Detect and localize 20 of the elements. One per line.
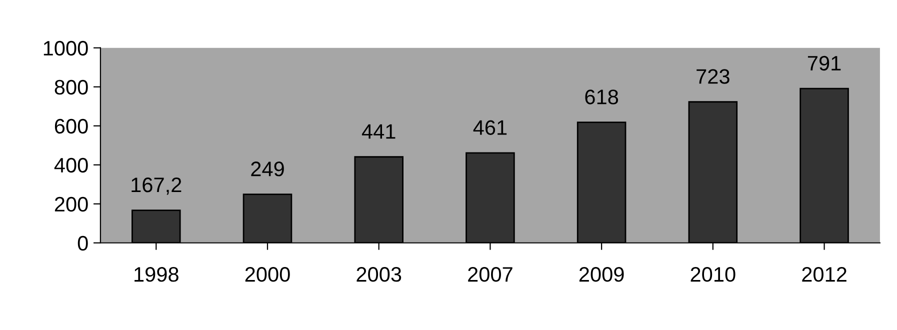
data-label: 461 <box>473 120 507 135</box>
x-tick-label: 2003 <box>356 267 402 282</box>
x-tick-label: 2007 <box>468 267 512 282</box>
data-label: 618 <box>585 90 618 104</box>
x-tick-label: 2010 <box>690 267 736 282</box>
x-tick-label: 2000 <box>245 267 290 282</box>
data-label: 249 <box>251 162 284 176</box>
x-tick-label: 2012 <box>802 267 846 282</box>
data-label: 441 <box>362 124 396 139</box>
data-label: 723 <box>696 69 730 84</box>
x-tick-label: 1998 <box>134 267 178 282</box>
y-tick-label: 600 <box>54 118 88 134</box>
y-tick-label: 400 <box>54 158 88 173</box>
data-label: 167,2 <box>132 178 182 195</box>
x-tick-label: 2009 <box>579 267 624 282</box>
y-tick-label: 0 <box>78 236 88 251</box>
y-tick-label: 1000 <box>44 40 88 56</box>
y-tick-label: 800 <box>54 80 88 95</box>
y-tick-label: 200 <box>54 196 88 212</box>
data-label: 791 <box>808 56 841 71</box>
